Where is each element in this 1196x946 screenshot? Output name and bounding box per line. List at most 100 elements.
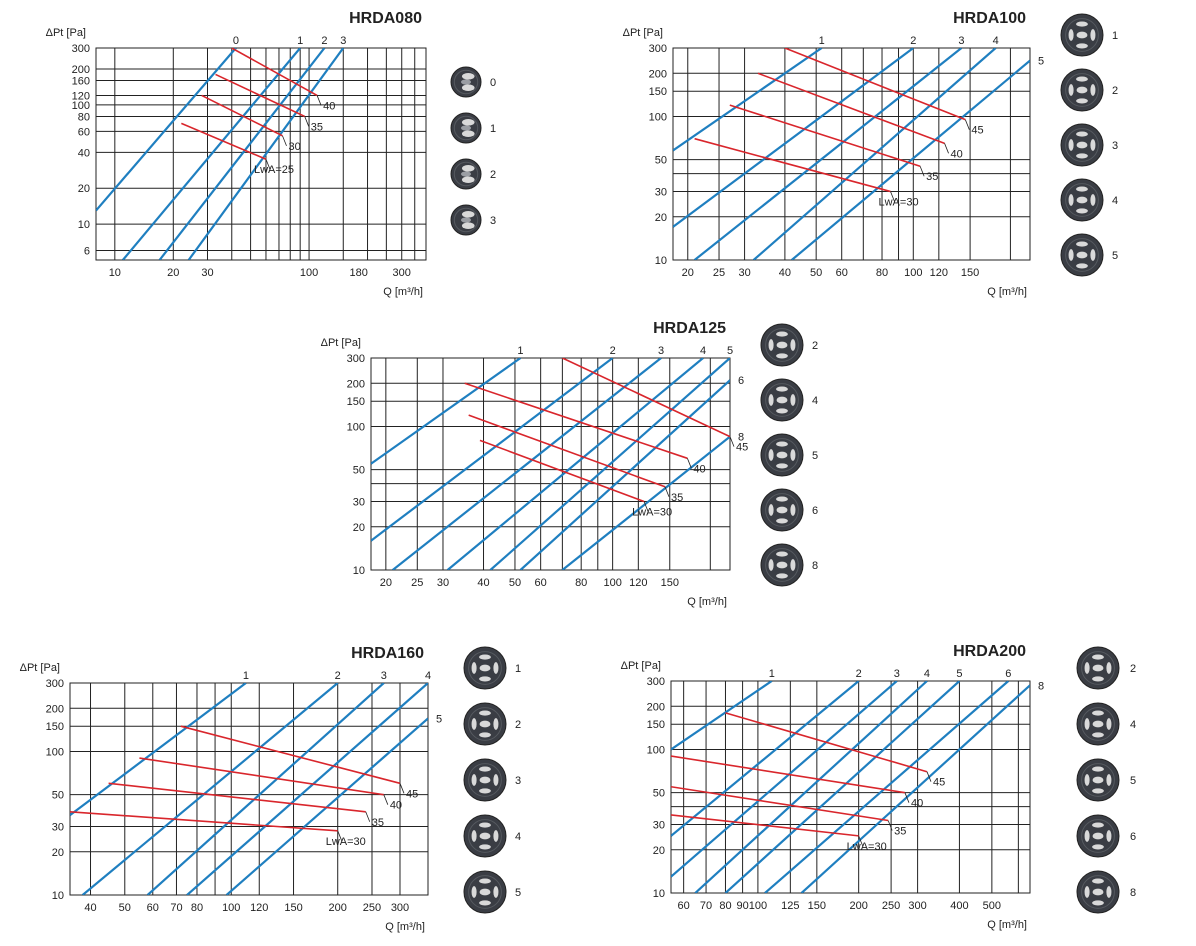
noise-leader xyxy=(729,436,735,447)
y-tick-label: 200 xyxy=(46,703,64,715)
y-tick-label: 10 xyxy=(653,888,665,900)
y-tick-label: 40 xyxy=(78,147,90,159)
noise-level-label: LwA=25 xyxy=(254,164,294,176)
x-tick-label: 100 xyxy=(904,267,922,279)
x-tick-label: 50 xyxy=(810,267,822,279)
noise-leader xyxy=(944,143,949,154)
x-tick-label: 100 xyxy=(222,902,240,914)
legend-label: 2 xyxy=(1130,663,1136,675)
noise-line-30 xyxy=(479,439,645,503)
noise-leader xyxy=(887,820,893,831)
setting-line-1 xyxy=(371,358,522,465)
y-tick-label: 150 xyxy=(649,86,667,98)
noise-leader xyxy=(964,119,970,130)
setting-label: 5 xyxy=(727,345,733,357)
legend-label: 6 xyxy=(812,505,818,517)
y-tick-label: 20 xyxy=(78,183,90,195)
setting-line-3 xyxy=(187,48,345,260)
y-tick-label: 10 xyxy=(52,890,64,902)
setting-label: 4 xyxy=(924,668,930,680)
setting-label: 2 xyxy=(321,35,327,47)
noise-level-label: LwA=30 xyxy=(879,197,919,209)
setting-line-5 xyxy=(225,717,428,895)
x-tick-label: 60 xyxy=(678,900,690,912)
x-tick-label: 300 xyxy=(391,902,409,914)
noise-line-35 xyxy=(108,782,366,813)
y-tick-label: 100 xyxy=(72,100,90,112)
legend-label: 4 xyxy=(1130,719,1136,731)
noise-line-40 xyxy=(757,72,945,145)
x-tick-label: 30 xyxy=(201,267,213,279)
y-axis-label: ΔPt [Pa] xyxy=(20,662,60,674)
x-tick-label: 25 xyxy=(411,577,423,589)
x-tick-label: 150 xyxy=(961,267,979,279)
legend-label: 8 xyxy=(812,560,818,572)
x-tick-label: 60 xyxy=(147,902,159,914)
x-tick-label: 200 xyxy=(329,902,347,914)
x-tick-label: 200 xyxy=(849,900,867,912)
noise-level-label: 35 xyxy=(671,492,683,504)
setting-label: 5 xyxy=(436,713,442,725)
noise-level-label: 35 xyxy=(311,121,323,133)
x-tick-label: 250 xyxy=(363,902,381,914)
x-tick-label: 50 xyxy=(119,902,131,914)
noise-leader xyxy=(926,771,932,782)
grille-setting-8-icon xyxy=(1076,870,1120,914)
setting-label: 4 xyxy=(425,670,431,682)
plot-frame xyxy=(672,47,1031,261)
setting-line-4 xyxy=(694,681,928,893)
noise-line-35 xyxy=(215,73,306,118)
y-tick-label: 120 xyxy=(72,90,90,102)
noise-line-40 xyxy=(464,382,688,460)
noise-leader xyxy=(664,486,670,497)
noise-level-label: 45 xyxy=(406,788,418,800)
noise-line-45 xyxy=(562,358,730,438)
grille-setting-2-icon xyxy=(450,158,482,190)
x-tick-label: 80 xyxy=(876,267,888,279)
noise-level-label: 45 xyxy=(971,125,983,137)
noise-line-45 xyxy=(180,725,401,785)
noise-leader xyxy=(890,191,895,202)
setting-line-3 xyxy=(671,681,898,878)
y-tick-label: 300 xyxy=(46,678,64,690)
setting-label: 2 xyxy=(335,670,341,682)
y-tick-label: 10 xyxy=(78,219,90,231)
y-tick-label: 150 xyxy=(647,719,665,731)
legend-label: 4 xyxy=(812,395,818,407)
noise-line-40 xyxy=(139,757,384,796)
noise-level-label: 30 xyxy=(289,141,301,153)
x-tick-label: 20 xyxy=(380,577,392,589)
noise-line-30 xyxy=(70,810,338,832)
grille-setting-1-icon xyxy=(463,646,507,690)
y-tick-label: 200 xyxy=(347,378,365,390)
legend-label: 5 xyxy=(515,887,521,899)
y-tick-label: 100 xyxy=(347,421,365,433)
grille-setting-3-icon xyxy=(1060,123,1104,167)
y-tick-label: 30 xyxy=(653,820,665,832)
noise-leader xyxy=(265,159,271,170)
noise-line-40 xyxy=(231,48,318,97)
grille-setting-6-icon xyxy=(1076,814,1120,858)
y-tick-label: 50 xyxy=(655,155,667,167)
noise-line-40 xyxy=(671,755,906,794)
legend-label: 0 xyxy=(490,77,496,89)
noise-line-30 xyxy=(694,137,891,193)
setting-line-1 xyxy=(122,48,302,260)
y-tick-label: 6 xyxy=(84,246,90,258)
x-tick-label: 180 xyxy=(349,267,367,279)
y-tick-label: 300 xyxy=(649,43,667,55)
x-axis-label: Q [m³/h] xyxy=(987,286,1027,298)
chart-title: HRDA200 xyxy=(953,643,1026,660)
x-tick-label: 40 xyxy=(84,902,96,914)
grille-setting-1-icon xyxy=(1060,13,1104,57)
x-tick-label: 30 xyxy=(437,577,449,589)
y-tick-label: 10 xyxy=(655,255,667,267)
legend-label: 8 xyxy=(1130,887,1136,899)
x-tick-label: 40 xyxy=(779,267,791,279)
legend-label: 5 xyxy=(1112,250,1118,262)
y-tick-label: 20 xyxy=(655,212,667,224)
grille-setting-2-icon xyxy=(1060,68,1104,112)
